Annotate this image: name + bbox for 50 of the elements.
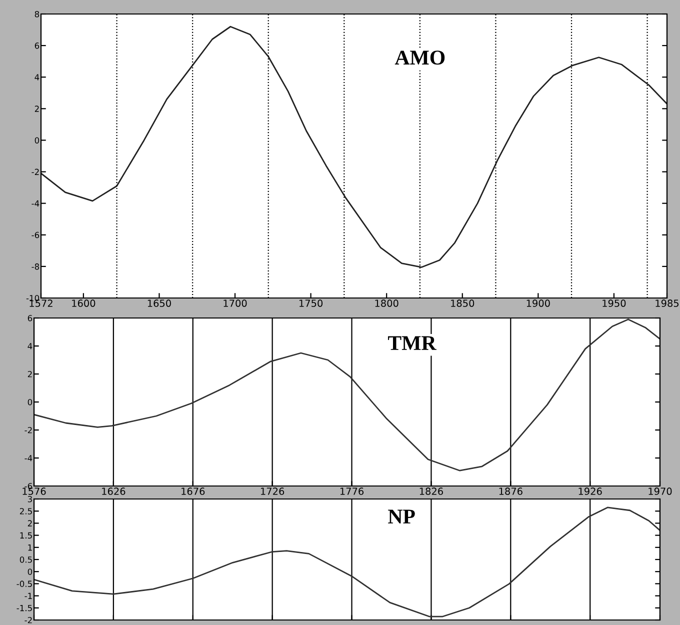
x-tick-label: 1850	[451, 300, 474, 307]
y-tick-label: -8	[32, 263, 40, 270]
x-tick-label: 1650	[148, 300, 171, 307]
x-tick-label: 1700	[224, 300, 247, 307]
x-tick-label: 1726	[261, 488, 284, 495]
x-tick-label: 1750	[300, 300, 323, 307]
x-tick-label: 1826	[420, 488, 443, 495]
x-tick-label: 1985	[656, 300, 679, 307]
y-tick-label: -0.5	[16, 580, 32, 587]
y-tick-label: 4	[28, 343, 32, 350]
line-series	[41, 26, 667, 268]
x-tick-label: 1600	[72, 300, 96, 307]
x-tick-label: 1572	[30, 300, 52, 307]
y-tick-label: -2	[24, 426, 32, 434]
y-tick-label: 2	[28, 370, 32, 378]
y-tick-label: 0.5	[20, 556, 32, 563]
y-tick-label: -2	[32, 168, 39, 175]
y-tick-label: 1	[28, 544, 32, 551]
y-tick-label: -2	[24, 616, 32, 624]
x-tick-label: 1776	[340, 488, 364, 495]
y-tick-label: 0	[28, 398, 32, 406]
line-series	[34, 506, 660, 618]
x-tick-label: 1950	[602, 300, 626, 307]
x-tick-label: 1876	[499, 488, 522, 495]
chart-title: NP	[388, 510, 415, 524]
x-tick-label: 1576	[22, 488, 46, 495]
y-tick-label: 6	[28, 314, 32, 322]
y-tick-label: 2.5	[20, 508, 32, 514]
y-tick-label: 1.5	[20, 532, 32, 539]
y-tick-label: 8	[34, 10, 40, 18]
y-tick-label: -4	[24, 455, 32, 462]
text: AMO	[394, 50, 445, 65]
y-tick-label: 0	[28, 568, 32, 575]
x-tick-label: 1800	[375, 300, 398, 307]
x-tick-label: 1926	[578, 488, 602, 495]
x-tick-label: 1970	[648, 488, 672, 495]
y-tick-label: -1	[24, 592, 32, 599]
y-tick-label: 3	[28, 496, 32, 502]
y-tick-label: 4	[34, 74, 40, 80]
x-tick-label: 1626	[102, 488, 126, 495]
y-tick-label: -4	[32, 200, 40, 206]
y-tick-label: 2	[28, 520, 32, 526]
x-tick-label: 1900	[526, 300, 550, 307]
x-tick-label: 1676	[182, 488, 205, 495]
text: TMR	[388, 336, 436, 350]
y-tick-label: 2	[34, 106, 39, 112]
y-tick-label: -1.5	[16, 604, 32, 612]
y-tick-label: 6	[34, 42, 40, 49]
y-tick-label: -6	[32, 232, 40, 238]
y-tick-label: 0	[34, 137, 40, 144]
